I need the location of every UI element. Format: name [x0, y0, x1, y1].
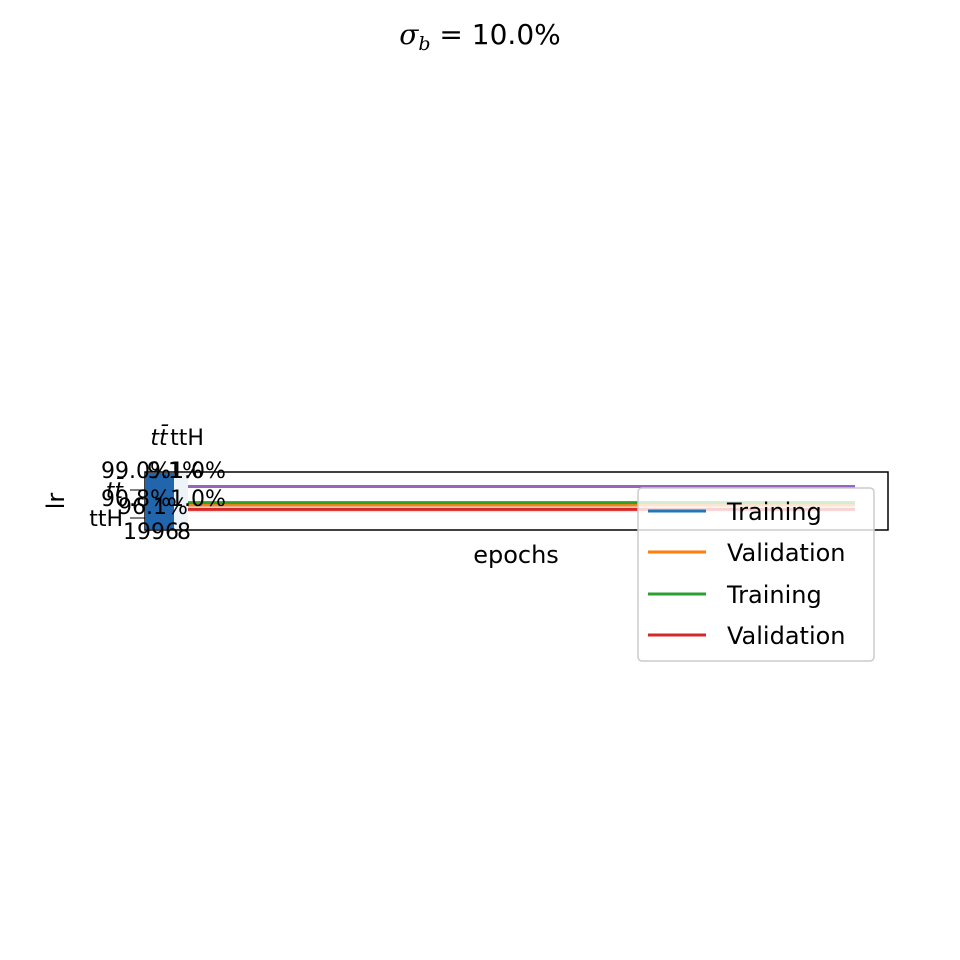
inset-cell-dark: [145, 473, 174, 529]
y-axis-label: lr: [42, 493, 70, 510]
inset-col-label-ttbar: tt̄: [150, 425, 169, 451]
inset-cell-f: 96.1%: [118, 495, 188, 520]
inset-row-label-ttbar: tt̄: [106, 478, 125, 504]
legend-label-1: Training: [726, 498, 822, 526]
inset-count-a: 1996: [123, 520, 179, 545]
x-axis-label: epochs: [473, 541, 559, 569]
inset-cell-e: 1.0%: [170, 487, 226, 512]
legend: Training Validation Training Validation: [637, 487, 875, 662]
legend-label-4: Validation: [727, 622, 846, 650]
inset-cell-b: 9.1%: [147, 459, 203, 484]
inset-cell-d: 90.8%: [101, 487, 171, 512]
legend-box: [637, 487, 875, 662]
confusion-inset: tt̄ ttH tt̄ ttH 99.0% 9.1% 1.0% 90.8% 1.…: [89, 425, 226, 545]
legend-label-2: Validation: [727, 539, 846, 567]
legend-label-3: Training: [726, 581, 822, 609]
inset-row-label-ttH: ttH: [89, 507, 123, 532]
inset-cell-c: 1.0%: [170, 459, 226, 484]
pale-band: [186, 502, 855, 513]
inset-count-b: 8: [177, 520, 191, 545]
inset-cell-light: [174, 473, 188, 529]
inset-col-label-ttH: ttH: [170, 426, 204, 451]
inset-cell-a: 99.0%: [101, 459, 171, 484]
chart-title: σb = 10.0%: [399, 18, 561, 55]
